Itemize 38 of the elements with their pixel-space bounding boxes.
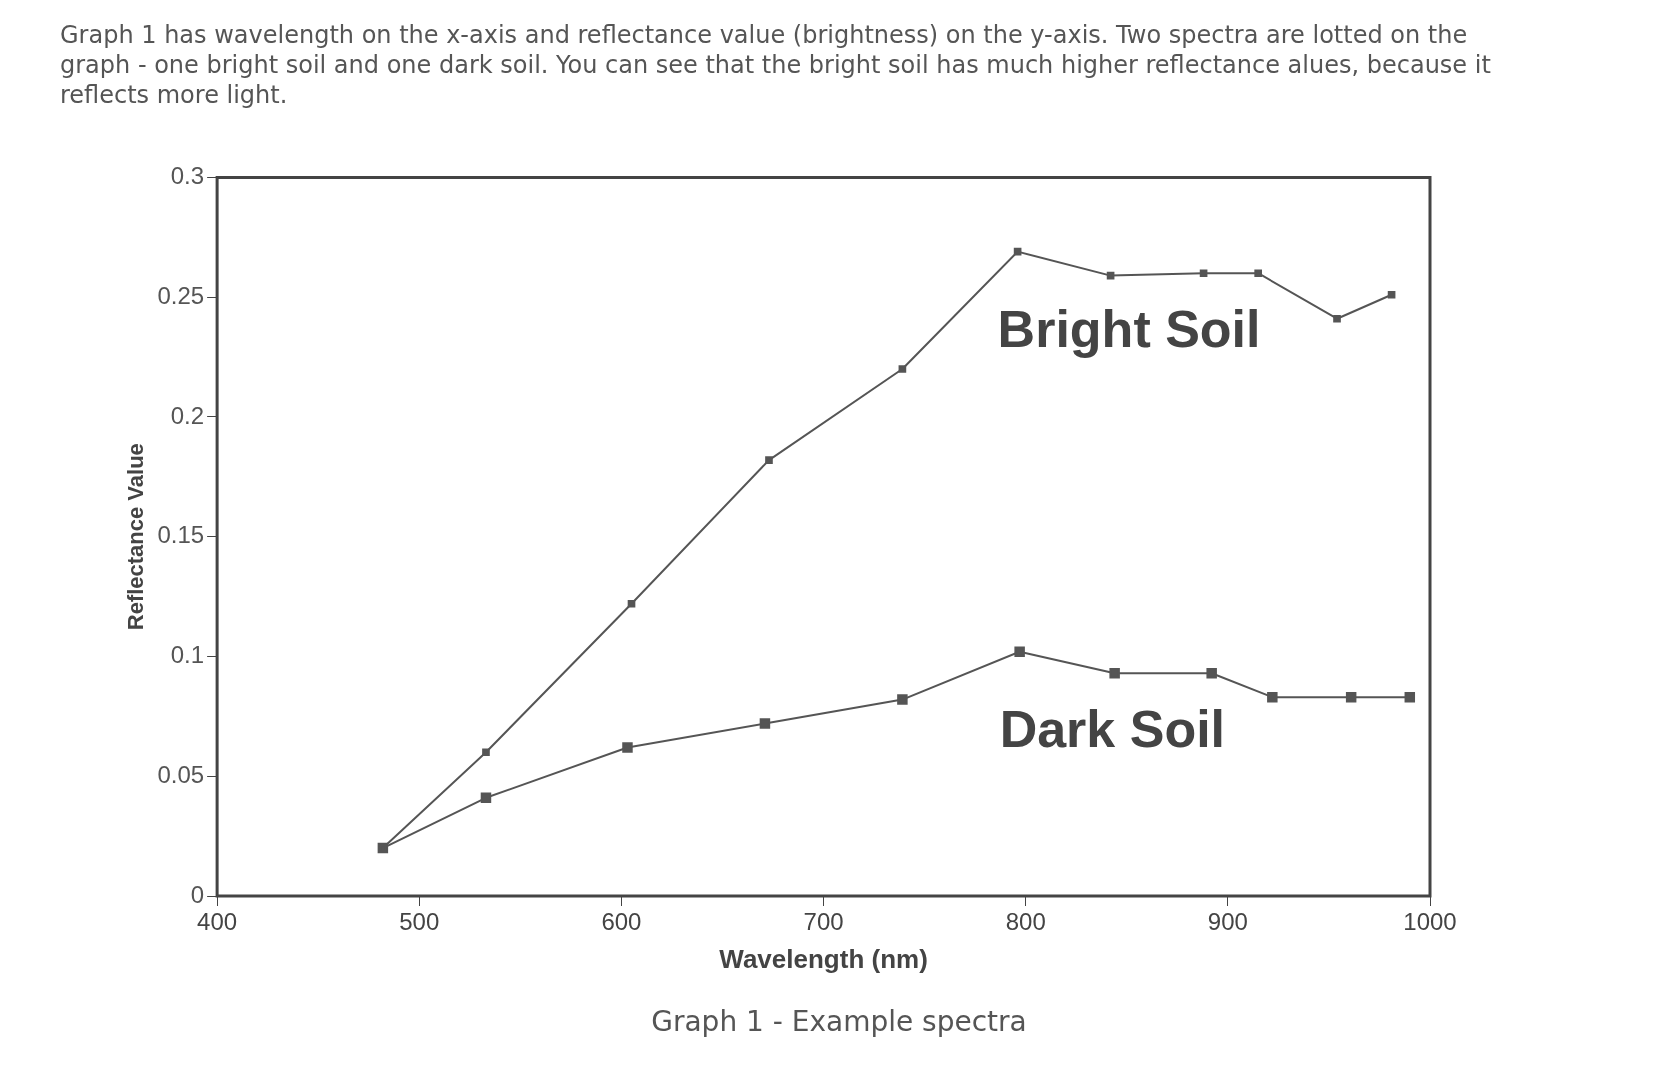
point [482, 748, 490, 757]
point [759, 718, 771, 729]
x-tick-label: 900 [1207, 908, 1248, 936]
point [898, 365, 907, 373]
point [765, 456, 773, 464]
x-tick-label: 600 [601, 908, 642, 936]
y-tick-label: 0.25 [157, 281, 205, 309]
y-tick-label: 0.1 [170, 641, 205, 669]
y-tick-label: 0.15 [157, 521, 205, 549]
point [1199, 269, 1208, 278]
point [1345, 691, 1357, 703]
point [1206, 667, 1217, 679]
y-tick-label: 0.05 [157, 760, 205, 788]
point [1387, 290, 1396, 299]
point [627, 599, 636, 608]
point [622, 742, 633, 753]
point [1267, 691, 1278, 703]
x-tick-label: 500 [399, 908, 440, 936]
y-tick-label: 0 [190, 880, 205, 908]
x-tick-label: 1000 [1403, 908, 1457, 936]
point [480, 792, 492, 804]
point [1404, 691, 1416, 703]
x-tick-label: 400 [197, 908, 238, 936]
series-label: Bright Soil [997, 300, 1261, 358]
y-tick-label: 0.3 [170, 162, 205, 190]
y-tick-label: 0.2 [170, 401, 205, 429]
series-label: Dark Soil [999, 700, 1226, 759]
point [897, 694, 908, 705]
point [1109, 667, 1120, 679]
chart-subtitle: Graph 1 has wavelength on the x-axis and reflectance value (brightness) on the y-axis. Two spectra are lotted on the graph - one bright soil and one dark soil. You can see that the bright soil has much higher reflectance alues, because it reflects more light. [60, 20, 1492, 110]
x-tick-label: 800 [1005, 908, 1046, 936]
x-axis-title: Wavelength (nm) [719, 943, 928, 974]
point [1333, 314, 1341, 323]
text: Graph 1 - Example spectra [650, 1005, 1028, 1038]
y-axis-title: Reflectance Value [123, 443, 149, 631]
x-tick-label: 700 [803, 908, 844, 936]
point [1254, 269, 1262, 278]
point [1014, 646, 1025, 657]
